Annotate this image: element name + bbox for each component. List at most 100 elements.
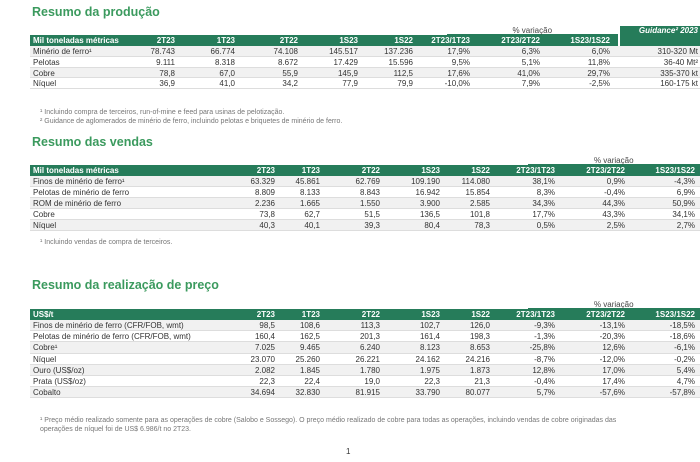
row-band (30, 187, 700, 198)
cell: 9.465 (299, 343, 320, 353)
header-band (30, 309, 700, 320)
cell: 201,3 (359, 332, 380, 342)
footnote: ¹ Preço médio realizado somente para as … (40, 417, 617, 433)
cell: 62,7 (304, 210, 320, 219)
cell: 8.809 (254, 188, 275, 197)
row-label: Pelotas de minério de ferro (33, 188, 130, 197)
cell: 22,4 (304, 377, 320, 386)
cell: 8.318 (214, 57, 235, 67)
row-label: Cobalto (33, 388, 61, 398)
column-header: 1S23 (421, 166, 440, 175)
column-header: 1S22 (471, 166, 490, 175)
cell: 32.830 (295, 388, 320, 398)
column-header: 1T23 (301, 166, 320, 175)
cell: 39,3 (364, 221, 380, 230)
row-band (30, 320, 700, 332)
cell: -6,1% (674, 343, 695, 353)
row-label: Pelotas de minério de ferro (CFR/FOB, wm… (33, 332, 191, 342)
cell: 1.845 (299, 365, 320, 375)
row-band (30, 387, 700, 399)
cell: 33.790 (415, 388, 440, 398)
column-header: 2T22 (361, 310, 380, 319)
row-band (30, 353, 700, 365)
header-band (30, 165, 700, 176)
row-label: Pelotas (33, 57, 60, 67)
column-header: 2T22 (279, 36, 298, 45)
cell: 1.550 (359, 199, 380, 208)
cell: 11,8% (587, 57, 610, 67)
cell: 78,8 (159, 68, 175, 78)
cell: 6,9% (676, 188, 695, 197)
cell: 63.329 (250, 177, 275, 186)
guidance-header: Guidance² 2023 (620, 26, 700, 46)
cell: 34,2 (282, 79, 298, 89)
column-header: 2T23 (256, 310, 275, 319)
cell: 21,3 (474, 377, 490, 386)
group-header: % variação (527, 300, 700, 309)
cell: 1.975 (419, 365, 440, 375)
cell: 7,9% (521, 79, 540, 89)
cell: 160,4 (254, 332, 275, 342)
cell: 113,3 (360, 321, 380, 330)
cell: -25,8% (529, 343, 555, 353)
cell: 5,1% (521, 57, 540, 67)
cell: 126,0 (469, 321, 490, 330)
row-band (30, 342, 700, 354)
cell: 29,7% (587, 68, 610, 78)
cell: 51,5 (364, 210, 380, 219)
cell: 78,3 (474, 221, 490, 230)
column-header: 2T23 (256, 166, 275, 175)
cell: 66.774 (210, 47, 235, 56)
cell: -12,0% (599, 354, 625, 364)
cell: 22,3 (424, 377, 440, 386)
column-header: 1S23/1S22 (570, 36, 610, 45)
cell: 101,8 (469, 210, 490, 219)
cell: 77,9 (342, 79, 358, 89)
cell: 17,6% (447, 68, 470, 78)
row-label: Cobre (33, 68, 55, 78)
cell: 12,8% (532, 365, 555, 375)
cell: 78.743 (150, 47, 175, 56)
cell: 6,0% (591, 47, 610, 56)
cell: 8.843 (359, 188, 380, 197)
column-header: 1S23/1S22 (655, 310, 695, 319)
cell: -57,6% (599, 388, 625, 398)
cell: 19,0 (364, 377, 380, 386)
cell: 5,4% (676, 365, 695, 375)
cell: 145,9 (337, 68, 358, 78)
cell: 34.694 (250, 388, 275, 398)
row-band (30, 376, 700, 388)
column-header: 1S22 (394, 36, 413, 45)
cell: -13,1% (599, 321, 625, 330)
cell: 2,5% (606, 221, 625, 230)
row-label: Finos de minério de ferro (CFR/FOB, wmt) (33, 321, 184, 330)
row-band (30, 220, 700, 231)
cell: -10,0% (444, 79, 470, 89)
cell: 16.942 (415, 188, 440, 197)
guidance-cell: 310-320 Mt (657, 47, 698, 56)
row-label: Níquel (33, 354, 57, 364)
cell: 73,8 (259, 210, 275, 219)
cell: 8.123 (419, 343, 440, 353)
footnote: ¹ Incluindo compra de terceiros, run-of-… (40, 109, 285, 116)
cell: 34,3% (532, 199, 555, 208)
header-band (30, 35, 618, 46)
row-band (30, 46, 700, 57)
cell: 17,0% (602, 365, 625, 375)
cell: 62.769 (355, 177, 380, 186)
cell: 8.133 (299, 188, 320, 197)
cell: 36,9 (159, 79, 175, 89)
cell: 17.429 (333, 57, 358, 67)
footnote: ¹ Incluindo vendas de compra de terceiro… (40, 239, 173, 246)
column-header: 2T22 (361, 166, 380, 175)
cell: 15.596 (388, 57, 413, 67)
row-band (30, 364, 700, 376)
cell: 108,6 (299, 321, 320, 330)
row-band (30, 56, 700, 68)
cell: 55,9 (282, 68, 298, 78)
guidance-cell: 160-175 kt (660, 79, 698, 89)
cell: 3.900 (419, 199, 440, 208)
group-header: % variação (527, 156, 700, 165)
cell: 24.216 (465, 354, 490, 364)
section-title: Resumo das vendas (32, 135, 153, 149)
